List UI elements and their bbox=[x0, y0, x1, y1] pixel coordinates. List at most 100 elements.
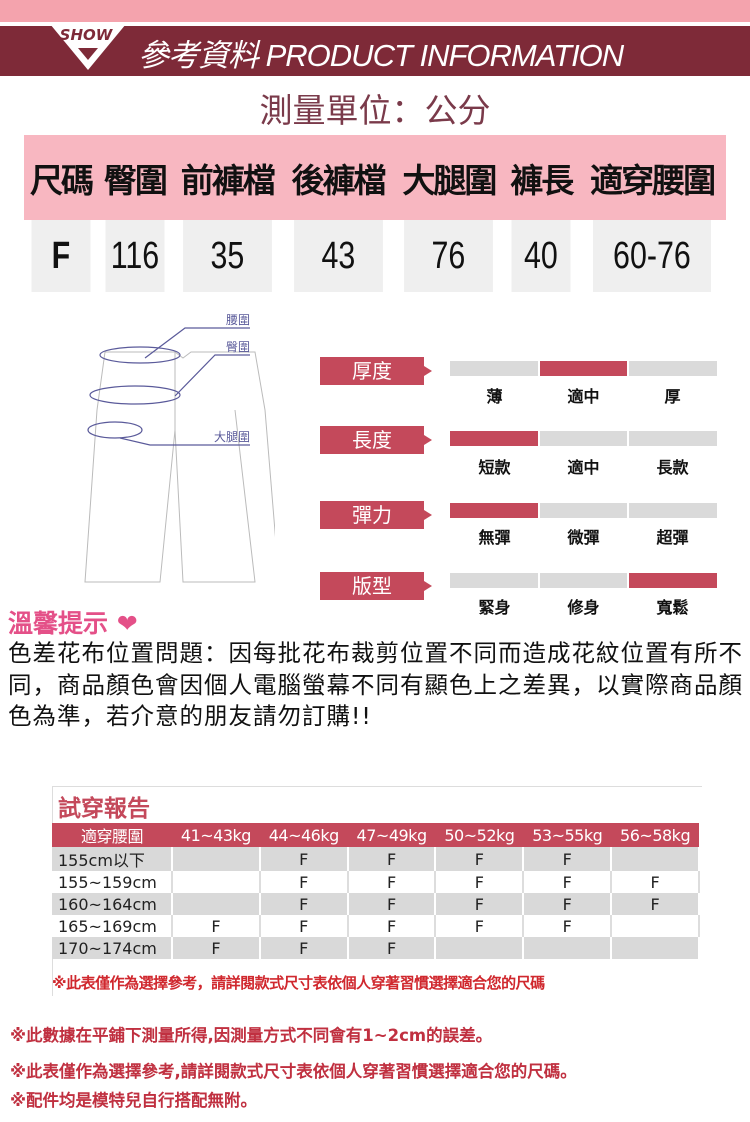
size-cell bbox=[172, 871, 261, 893]
size-cell: F bbox=[523, 871, 613, 893]
size-cell: F bbox=[259, 893, 349, 915]
size-table-header: 尺碼 臀圍 前褲檔 後褲檔 大腿圍 褲長 適穿腰圍 bbox=[24, 135, 726, 220]
size-cell: F bbox=[259, 871, 349, 893]
footnote: ※此數據在平鋪下測量所得,因測量方式不同會有1~2cm的誤差。 bbox=[10, 1026, 493, 1045]
length-bar bbox=[450, 431, 718, 446]
footnote: ※配件均是模特兒自行搭配無附。 bbox=[10, 1091, 258, 1110]
size-table-row: F 116 35 43 76 40 60-76 bbox=[24, 220, 726, 292]
waist-label: 腰圍 bbox=[226, 313, 250, 327]
header-cell: 56~58kg bbox=[611, 823, 699, 847]
size-cell: F bbox=[435, 847, 525, 871]
bar-segment bbox=[450, 573, 538, 588]
option: 修身 bbox=[567, 598, 600, 617]
size-cell bbox=[611, 847, 700, 871]
option: 適中 bbox=[567, 458, 600, 477]
cell: 40 bbox=[511, 220, 571, 292]
header-cell: 47~49kg bbox=[347, 823, 436, 847]
table-row: 170~174cm F F F bbox=[52, 937, 700, 959]
header-cell: 50~52kg bbox=[435, 823, 524, 847]
unit-label: 測量單位：公分 bbox=[259, 91, 491, 130]
bar-segment bbox=[539, 431, 628, 446]
option: 短款 bbox=[478, 458, 511, 477]
header-cell: 適穿腰圍 bbox=[578, 135, 726, 220]
fit-report-note: ※此表僅作為選擇參考，請詳閱款式尺寸表依個人穿著習慣選擇適合您的尺碼 bbox=[52, 974, 545, 992]
attr-thickness-label: 厚度 bbox=[320, 357, 432, 385]
header-cell: 臀圍 bbox=[97, 135, 172, 220]
size-cell bbox=[435, 937, 525, 959]
header-cell: 53~55kg bbox=[523, 823, 612, 847]
bar-segment bbox=[450, 361, 538, 376]
cell: 43 bbox=[293, 220, 383, 292]
cell: 116 bbox=[105, 220, 165, 292]
fit-options: 緊身 修身 寬鬆 bbox=[450, 594, 717, 618]
size-cell bbox=[172, 847, 261, 871]
size-cell bbox=[523, 937, 613, 959]
height-cell: 160~164cm bbox=[52, 893, 173, 915]
size-cell bbox=[611, 915, 700, 937]
header-cell: 適穿腰圍 bbox=[52, 823, 172, 847]
attr-fit-label: 版型 bbox=[320, 572, 432, 600]
bar-segment bbox=[450, 503, 538, 518]
height-cell: 165~169cm bbox=[52, 915, 173, 937]
header-cell: 44~46kg bbox=[259, 823, 348, 847]
header-cell: 後褲檔 bbox=[282, 135, 394, 220]
header-cell: 大腿圍 bbox=[393, 135, 505, 220]
size-cell: F bbox=[523, 915, 613, 937]
elasticity-bar bbox=[450, 503, 718, 518]
header-cell: 前褲檔 bbox=[171, 135, 283, 220]
size-cell: F bbox=[611, 871, 700, 893]
show-label: SHOW bbox=[60, 26, 114, 44]
size-cell: F bbox=[347, 937, 437, 959]
size-cell: F bbox=[523, 893, 613, 915]
section-title: 參考資料 PRODUCT INFORMATION bbox=[138, 38, 624, 73]
option: 微彈 bbox=[567, 528, 600, 547]
size-cell: F bbox=[259, 915, 349, 937]
table-row: 165~169cm F F F F F bbox=[52, 915, 700, 937]
header-cell: 41~43kg bbox=[172, 823, 260, 847]
option: 適中 bbox=[567, 387, 600, 406]
option: 薄 bbox=[486, 387, 503, 406]
size-cell: F bbox=[259, 937, 349, 959]
title-bar bbox=[0, 26, 750, 76]
header-cell: 尺碼 bbox=[24, 135, 98, 220]
thigh-label: 大腿圍 bbox=[214, 430, 250, 444]
option: 緊身 bbox=[478, 598, 511, 617]
option: 無彈 bbox=[478, 528, 511, 547]
tips-title: 溫馨提示 ❤ bbox=[8, 604, 138, 640]
size-cell: F bbox=[347, 847, 437, 871]
size-cell bbox=[172, 893, 261, 915]
size-cell: F bbox=[259, 847, 349, 871]
bar-segment bbox=[450, 431, 538, 446]
tips-title-text: 溫馨提示 bbox=[8, 609, 109, 638]
size-cell: F bbox=[435, 893, 525, 915]
option: 超彈 bbox=[656, 528, 689, 547]
size-cell: F bbox=[347, 871, 437, 893]
length-options: 短款 適中 長款 bbox=[450, 454, 717, 478]
height-cell: 155cm以下 bbox=[52, 847, 173, 871]
header-cell: 褲長 bbox=[504, 135, 579, 220]
size-cell: F bbox=[435, 915, 525, 937]
attr-length-label: 長度 bbox=[320, 426, 432, 454]
height-cell: 155~159cm bbox=[52, 871, 173, 893]
heart-icon: ❤ bbox=[116, 609, 138, 638]
size-cell: F bbox=[435, 871, 525, 893]
table-row: 160~164cm F F F F F bbox=[52, 893, 700, 915]
bar-segment bbox=[629, 503, 718, 518]
bar-segment bbox=[629, 361, 718, 376]
bar-segment bbox=[629, 573, 718, 588]
top-band bbox=[0, 0, 750, 22]
option: 厚 bbox=[664, 387, 681, 406]
size-cell: F bbox=[523, 847, 613, 871]
option: 長款 bbox=[656, 458, 689, 477]
fit-bar bbox=[450, 573, 718, 588]
table-row: 155cm以下 F F F F bbox=[52, 847, 700, 871]
bar-segment bbox=[539, 573, 628, 588]
size-cell bbox=[611, 937, 700, 959]
cell: 35 bbox=[182, 220, 272, 292]
option: 寬鬆 bbox=[656, 598, 689, 617]
tips-body: 色差花布位置問題：因每批花布裁剪位置不同而造成花紋位置有所不同，商品顏色會因個人… bbox=[8, 639, 743, 730]
bar-segment bbox=[539, 503, 628, 518]
size-table: 尺碼 臀圍 前褲檔 後褲檔 大腿圍 褲長 適穿腰圍 F 116 35 43 76… bbox=[24, 135, 726, 292]
show-badge-icon: SHOW bbox=[50, 24, 126, 70]
fit-report-table: 適穿腰圍 41~43kg 44~46kg 47~49kg 50~52kg 53~… bbox=[52, 823, 700, 959]
